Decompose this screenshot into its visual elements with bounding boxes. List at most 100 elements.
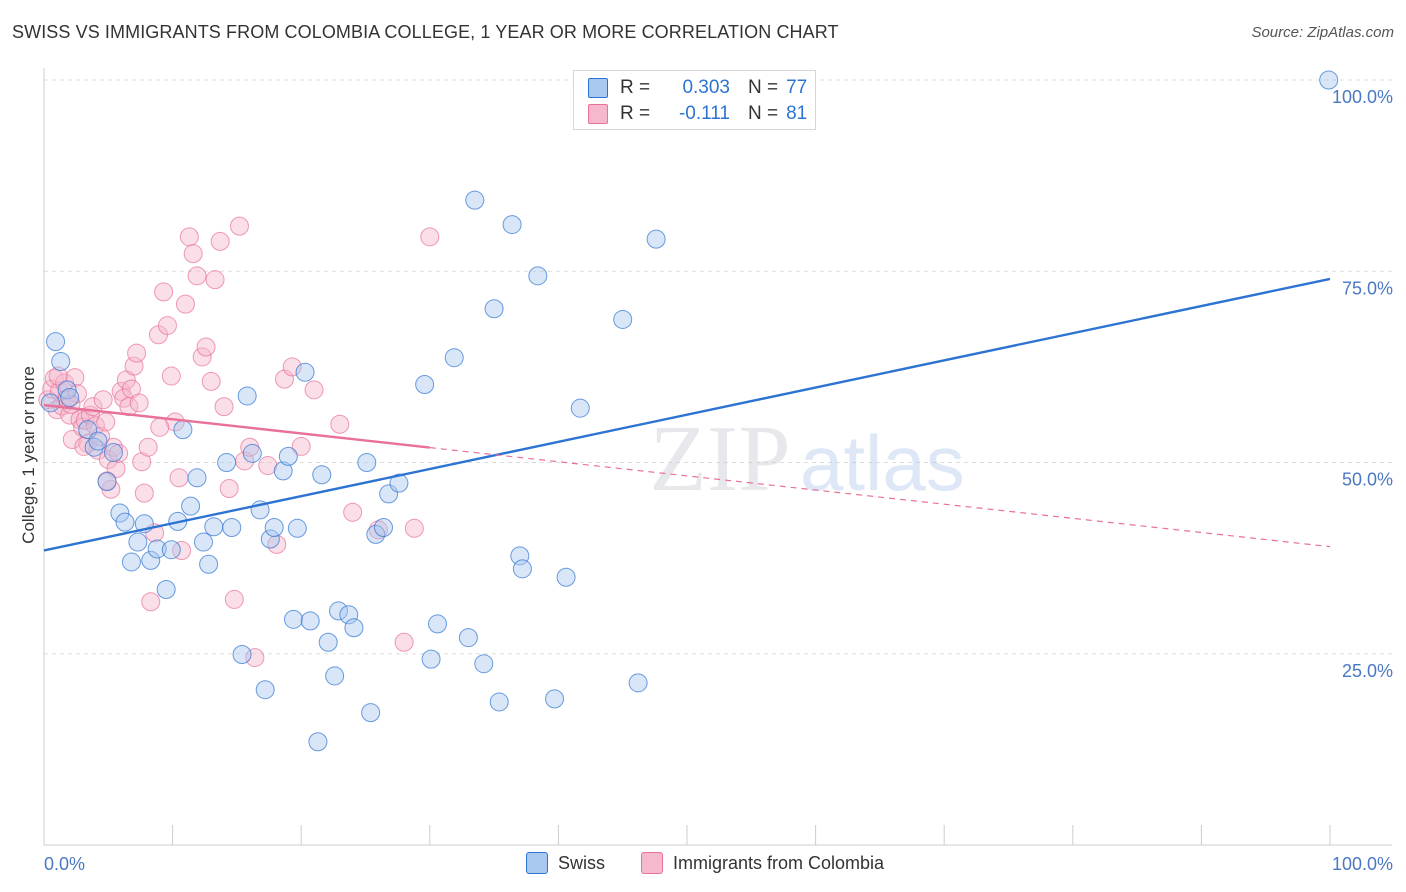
point-swiss (232, 645, 252, 665)
point-colombia (420, 227, 440, 247)
point-swiss (60, 387, 80, 407)
point-swiss (312, 465, 332, 485)
legend-label-colombia: Immigrants from Colombia (673, 852, 885, 873)
point-colombia (274, 369, 294, 389)
legend-r-value: -0.111 (678, 103, 730, 124)
point-colombia (258, 456, 278, 476)
point-colombia (96, 412, 116, 432)
point-colombia (343, 502, 363, 522)
point-swiss (217, 453, 237, 472)
point-swiss (300, 611, 320, 631)
point-colombia (129, 393, 149, 413)
point-colombia (138, 437, 158, 457)
point-swiss (242, 443, 262, 463)
point-swiss (646, 229, 666, 249)
point-colombia (134, 483, 154, 503)
trend-line-swiss (43, 277, 1331, 552)
point-swiss (181, 496, 201, 516)
point-swiss (222, 518, 242, 538)
chart-title: SWISS VS IMMIGRANTS FROM COLOMBIA COLLEG… (12, 22, 839, 42)
point-swiss (528, 266, 548, 286)
point-swiss (502, 215, 522, 235)
point-colombia (141, 592, 161, 612)
point-colombia (154, 282, 174, 302)
point-swiss (84, 437, 104, 457)
legend-item-swiss: Swiss (526, 852, 605, 874)
point-colombia (172, 540, 192, 560)
point-swiss (613, 309, 633, 329)
point-swiss (51, 352, 71, 372)
point-colombia (245, 648, 265, 668)
y-tick-label: 100.0% (1332, 87, 1393, 107)
point-swiss (295, 362, 315, 382)
legend-swatch-colombia (588, 104, 608, 124)
point-swiss (88, 431, 108, 451)
point-swiss (545, 689, 565, 709)
point-colombia (169, 468, 189, 488)
y-axis-label: College, 1 year or more (19, 366, 38, 544)
point-swiss (1319, 70, 1339, 90)
point-swiss (512, 559, 532, 579)
point-swiss (264, 518, 284, 538)
point-swiss (484, 299, 504, 319)
trend-lines (43, 277, 1331, 552)
point-colombia (183, 244, 203, 264)
point-swiss (328, 601, 348, 621)
point-swiss (458, 628, 478, 648)
point-swiss (110, 503, 130, 523)
point-colombia (291, 436, 311, 456)
point-swiss (379, 484, 399, 504)
point-swiss (115, 512, 135, 532)
point-colombia (330, 414, 350, 434)
point-swiss (318, 632, 338, 652)
point-colombia (192, 347, 212, 367)
point-swiss (273, 461, 293, 481)
point-swiss (474, 654, 494, 674)
point-swiss (389, 473, 409, 493)
legend-n-value: 77 (786, 77, 808, 98)
point-swiss (40, 393, 60, 413)
point-colombia (109, 443, 129, 463)
grid-lines (44, 79, 1392, 655)
point-swiss (173, 420, 193, 440)
legend-bottom: Swiss Immigrants from Colombia (0, 850, 1406, 878)
point-swiss (147, 539, 167, 559)
point-colombia (48, 366, 68, 386)
legend-r-value: 0.303 (682, 77, 730, 98)
point-swiss (357, 453, 377, 472)
point-colombia (93, 390, 113, 410)
point-swiss (325, 666, 345, 686)
point-colombia (214, 397, 234, 417)
point-swiss (444, 348, 464, 368)
point-colombia (394, 632, 414, 652)
watermark-atlas: atlas (800, 419, 965, 507)
point-swiss (156, 579, 176, 599)
point-colombia (165, 412, 185, 432)
legend-swatch-swiss (588, 78, 608, 98)
point-swiss (187, 468, 207, 488)
legend-label-swiss: Swiss (558, 852, 606, 873)
point-colombia (205, 270, 225, 290)
point-swiss (570, 398, 590, 418)
legend-r-label: R = (620, 103, 651, 124)
point-swiss (121, 552, 141, 572)
point-colombia (404, 518, 424, 538)
point-swiss (57, 380, 77, 400)
point-colombia (150, 417, 170, 437)
point-swiss (287, 518, 307, 538)
point-colombia (229, 216, 249, 236)
point-colombia (132, 452, 152, 472)
legend-swatch-swiss (526, 852, 548, 874)
point-swiss (283, 609, 303, 629)
point-swiss (361, 703, 381, 723)
source-label: Source: ZipAtlas.com (1251, 24, 1394, 41)
legend-row-colombia: R = -0.111 N = 81 (588, 102, 807, 126)
point-colombia (196, 337, 216, 357)
point-swiss (97, 472, 117, 492)
point-swiss (308, 732, 328, 752)
point-swiss (415, 374, 435, 394)
point-colombia (175, 294, 195, 314)
legend-n-label: N = (748, 77, 779, 98)
legend-row-swiss: R = 0.303 N = 77 (588, 76, 807, 100)
